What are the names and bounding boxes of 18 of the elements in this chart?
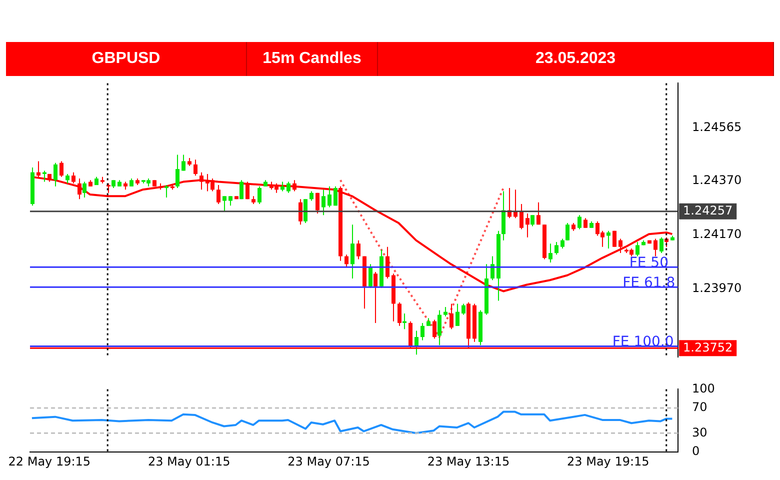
chart-title: GBPUSD [6, 42, 247, 76]
x-tick-label: 23 May 19:15 [567, 454, 650, 468]
y-tick-label: 1.24170 [692, 227, 742, 242]
x-tick-label: 23 May 01:15 [148, 454, 230, 468]
y-tick-label: 1.24370 [692, 172, 742, 187]
y-tick-label: 0 [692, 444, 700, 458]
y-tick-label: 1.24565 [692, 120, 742, 134]
y-tick-label: 100 [692, 381, 715, 396]
ref-line-label: 1.23752 [683, 340, 733, 354]
y-tick-label: 1.23970 [692, 281, 742, 296]
text: 23.05.2023 [378, 42, 774, 76]
y-tick-label: 30 [692, 425, 708, 440]
chart-subtitle: 15m Candles [247, 42, 378, 76]
y-tick-label: 70 [692, 400, 708, 414]
x-tick-label: 23 May 07:15 [288, 454, 370, 468]
x-tick-label: 22 May 19:15 [8, 454, 91, 468]
ref-line-label: 1.24257 [683, 203, 733, 218]
x-tick-label: 23 May 13:15 [427, 454, 510, 468]
